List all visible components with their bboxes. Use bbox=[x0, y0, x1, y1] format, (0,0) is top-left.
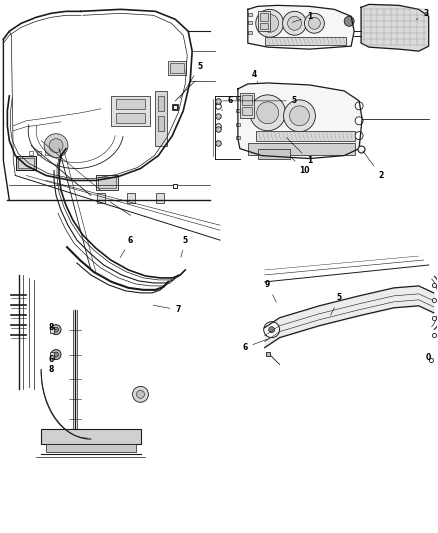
Bar bbox=[248, 143, 355, 155]
Bar bbox=[155, 91, 167, 146]
Circle shape bbox=[51, 325, 61, 335]
Bar bbox=[156, 193, 164, 203]
Bar bbox=[98, 177, 116, 188]
Circle shape bbox=[261, 14, 279, 32]
Circle shape bbox=[49, 139, 63, 152]
Text: 4: 4 bbox=[252, 69, 258, 83]
Bar bbox=[256, 131, 355, 141]
Bar bbox=[236, 123, 240, 126]
Bar bbox=[170, 63, 184, 73]
Text: 8: 8 bbox=[48, 357, 55, 374]
Bar bbox=[46, 444, 135, 452]
Text: 2: 2 bbox=[363, 151, 384, 180]
Bar bbox=[236, 136, 240, 139]
Circle shape bbox=[283, 100, 315, 132]
Bar bbox=[168, 61, 186, 75]
Text: 5: 5 bbox=[331, 293, 342, 315]
Text: 6: 6 bbox=[222, 96, 233, 111]
Bar bbox=[116, 113, 145, 123]
Circle shape bbox=[250, 95, 286, 131]
Text: 3: 3 bbox=[416, 9, 428, 20]
Bar bbox=[111, 96, 150, 126]
Circle shape bbox=[304, 13, 324, 33]
Circle shape bbox=[355, 132, 363, 140]
Bar bbox=[159, 96, 164, 111]
Text: 1: 1 bbox=[286, 138, 312, 165]
Circle shape bbox=[51, 350, 61, 360]
Bar bbox=[248, 31, 252, 34]
Circle shape bbox=[256, 10, 283, 37]
Bar bbox=[258, 11, 270, 31]
Circle shape bbox=[268, 327, 275, 333]
Text: 8: 8 bbox=[48, 323, 56, 332]
Bar bbox=[16, 156, 36, 169]
Text: 6: 6 bbox=[120, 236, 133, 257]
Text: 5: 5 bbox=[180, 61, 203, 99]
Text: 6: 6 bbox=[49, 355, 54, 364]
Circle shape bbox=[355, 102, 363, 110]
Text: 0: 0 bbox=[426, 353, 431, 362]
Bar bbox=[265, 37, 346, 45]
Bar bbox=[248, 21, 252, 25]
Bar bbox=[41, 429, 141, 444]
Bar bbox=[260, 23, 268, 29]
Text: 9: 9 bbox=[265, 280, 276, 302]
Circle shape bbox=[44, 134, 68, 158]
Bar bbox=[45, 151, 49, 155]
Bar bbox=[97, 193, 105, 203]
Circle shape bbox=[308, 17, 320, 29]
Bar bbox=[242, 107, 252, 115]
Circle shape bbox=[53, 352, 59, 357]
Bar bbox=[172, 104, 178, 110]
Bar bbox=[260, 13, 268, 21]
Polygon shape bbox=[248, 5, 354, 49]
Circle shape bbox=[137, 390, 145, 398]
Circle shape bbox=[290, 106, 309, 126]
Text: 5: 5 bbox=[181, 236, 188, 257]
Polygon shape bbox=[238, 83, 362, 158]
Text: 1: 1 bbox=[292, 12, 312, 22]
Bar bbox=[50, 352, 54, 358]
Bar bbox=[18, 158, 34, 167]
Bar bbox=[258, 149, 290, 158]
Circle shape bbox=[53, 327, 59, 332]
Bar bbox=[127, 193, 134, 203]
Text: 7: 7 bbox=[153, 305, 181, 314]
Bar bbox=[236, 96, 240, 99]
Circle shape bbox=[344, 17, 354, 26]
Bar bbox=[236, 109, 240, 112]
Circle shape bbox=[133, 386, 148, 402]
Circle shape bbox=[283, 11, 307, 35]
Bar bbox=[116, 99, 145, 109]
Bar bbox=[240, 93, 254, 118]
Text: 5: 5 bbox=[223, 96, 297, 106]
Text: 10: 10 bbox=[292, 158, 310, 175]
Bar bbox=[242, 95, 252, 105]
Bar bbox=[29, 151, 33, 155]
Bar bbox=[96, 175, 118, 190]
Bar bbox=[248, 13, 252, 17]
Polygon shape bbox=[361, 4, 429, 51]
Bar bbox=[50, 327, 54, 333]
Circle shape bbox=[264, 322, 279, 337]
Bar bbox=[37, 151, 41, 155]
Circle shape bbox=[288, 17, 301, 30]
Circle shape bbox=[257, 102, 279, 124]
Bar bbox=[159, 116, 164, 131]
Circle shape bbox=[355, 117, 363, 125]
Text: 6: 6 bbox=[242, 338, 269, 352]
